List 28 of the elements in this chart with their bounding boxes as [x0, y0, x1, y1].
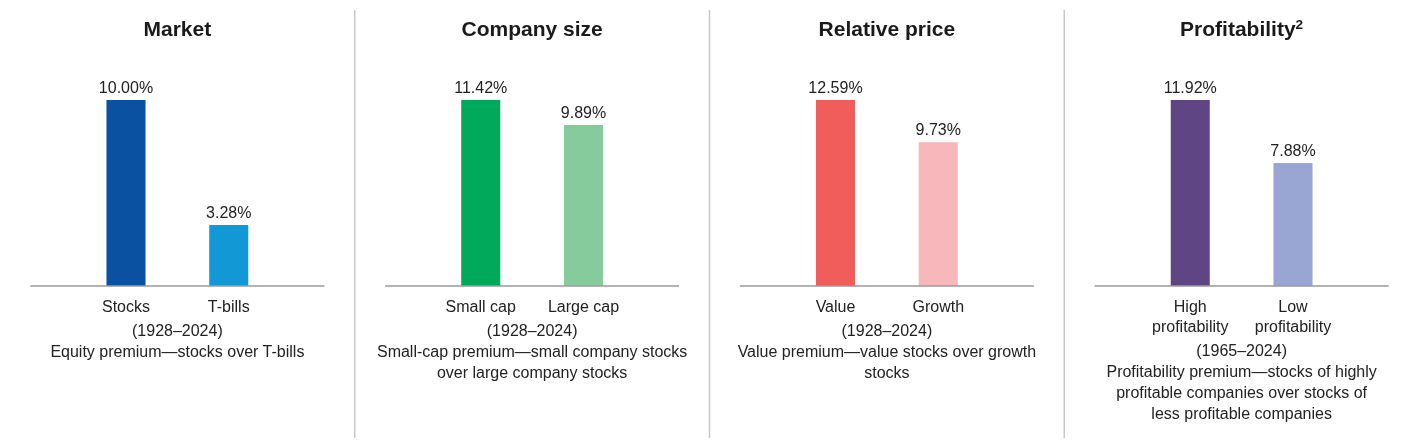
x-tick-label: Growth [912, 298, 965, 315]
chart-title: Company size [461, 17, 603, 40]
chart-title: Market [143, 17, 212, 40]
text: Profitability premium—stocks of highly profitable companies over stocks of less profitable companies [1106, 363, 1377, 422]
data-label: 9.89% [560, 103, 607, 121]
x-tick-label: T-bills [207, 298, 250, 315]
x-tick-label: Stocks [101, 298, 151, 315]
text: Small-cap premium—small company stocks over large company stocks [376, 343, 688, 381]
text: (1928–2024) [486, 322, 578, 339]
text: (1928–2024) [841, 322, 933, 339]
data-label: 9.73% [915, 121, 961, 139]
x-tick-label: Small cap [445, 298, 516, 315]
data-label: 11.92% [1163, 79, 1217, 96]
x-tick-label: Low profitability [1254, 298, 1332, 335]
data-label: 12.59% [808, 79, 863, 96]
data-label: 11.42% [454, 79, 508, 96]
x-tick-label: Value [815, 298, 856, 315]
data-label: 3.28% [206, 203, 252, 221]
chart-title: Relative price [818, 17, 956, 40]
text: (1965–2024) [1196, 342, 1287, 359]
data-label: 10.00% [98, 79, 154, 96]
text: (1928–2024) [132, 322, 223, 339]
x-tick-label: Large cap [547, 298, 620, 315]
x-tick-label: High profitability [1152, 298, 1229, 335]
text: Equity premium—stocks over T-bills [50, 343, 305, 360]
chart-title: Profitability$^{2}$ [1180, 16, 1304, 40]
data-label: 7.88% [1270, 142, 1316, 160]
text: Value premium—value stocks over growth stocks [737, 343, 1037, 381]
